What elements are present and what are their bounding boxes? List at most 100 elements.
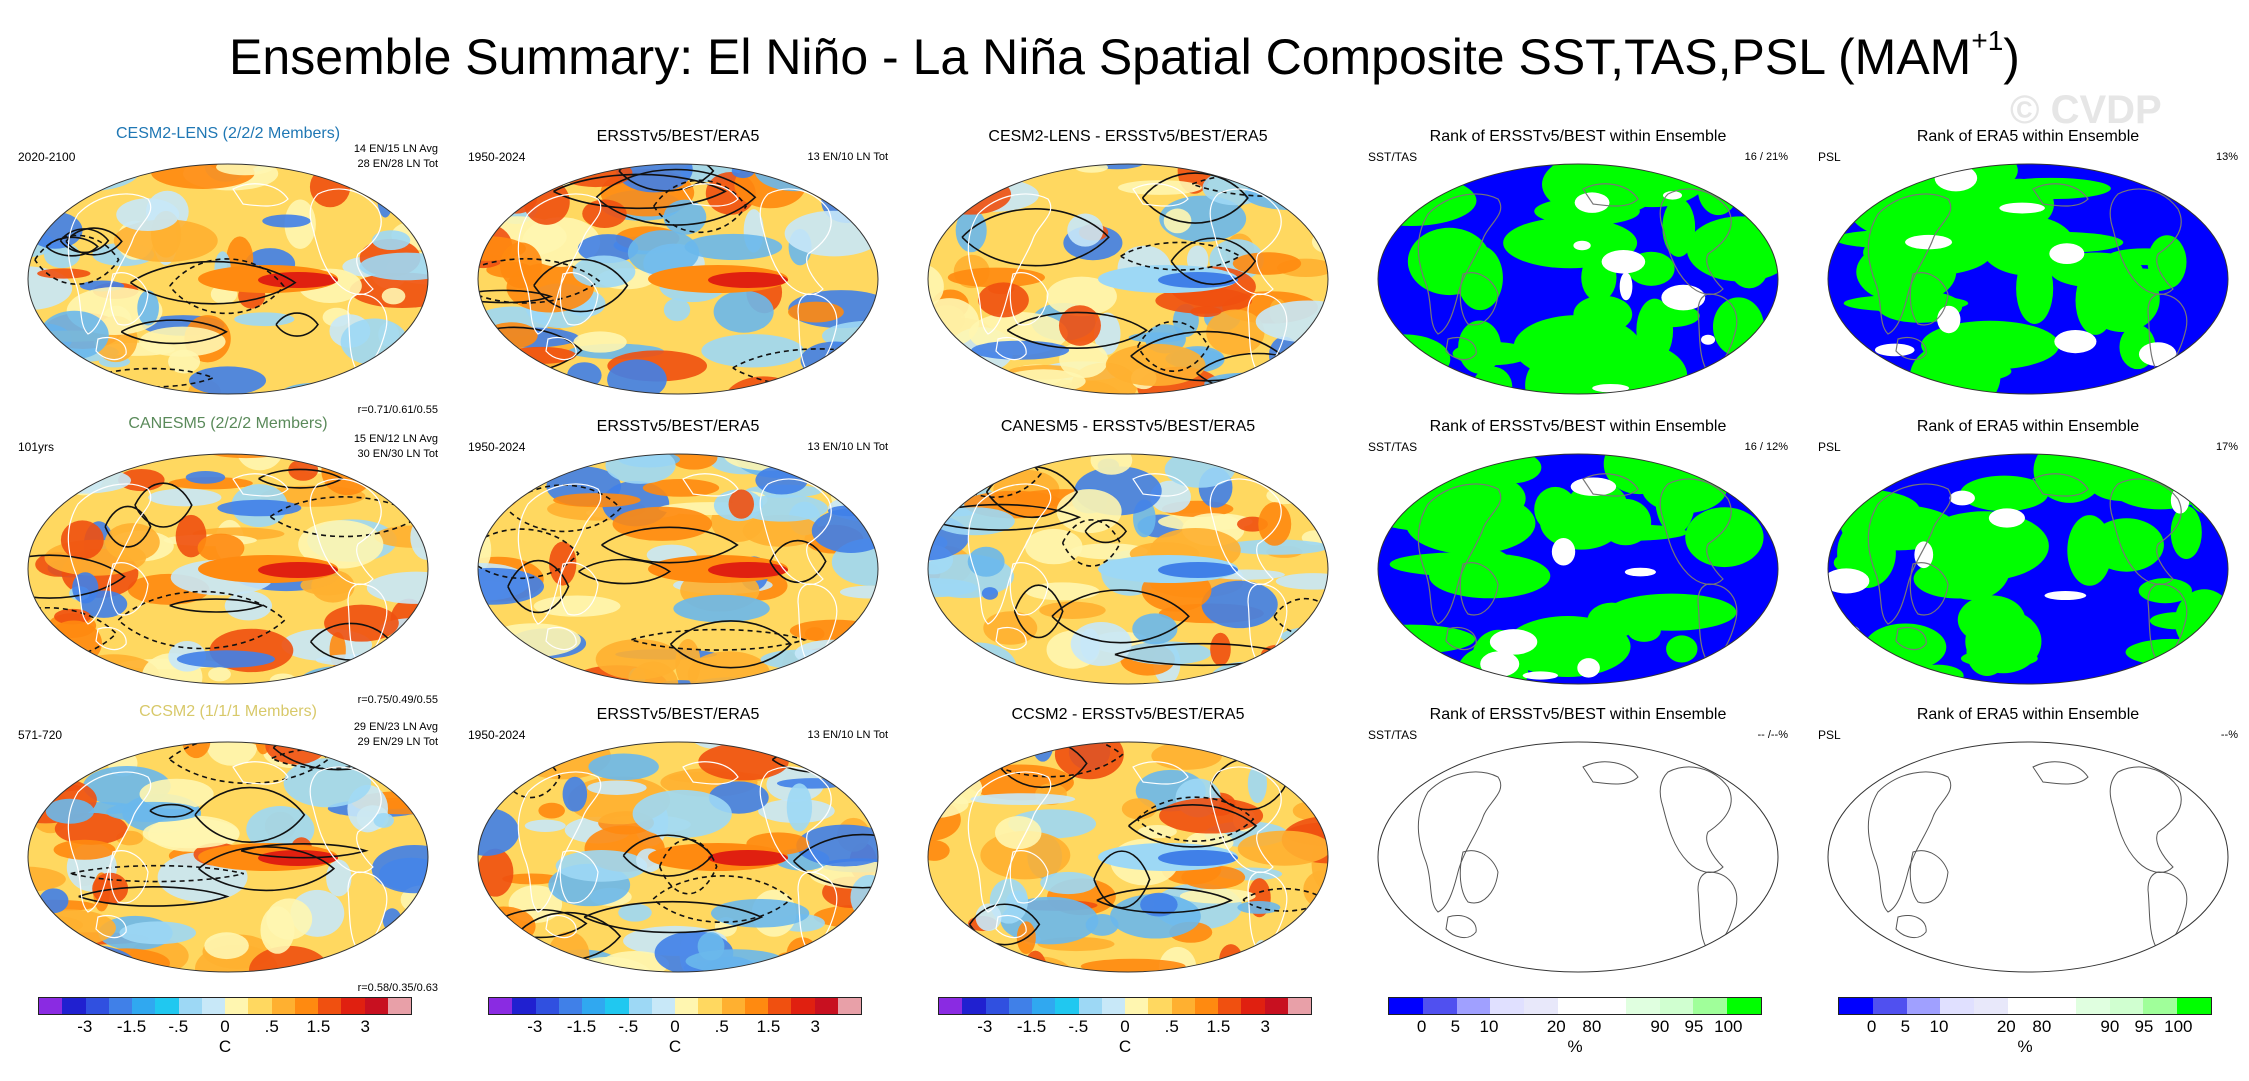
temp-colorbar-swatches bbox=[938, 997, 1312, 1015]
colorbar-swatch bbox=[1008, 998, 1032, 1014]
temp-colorbar-labels: -3 -1.5 -.5 0 .5 1.5 3 bbox=[938, 1015, 1312, 1036]
composite-map bbox=[927, 453, 1329, 685]
colorbar-swatch bbox=[1241, 998, 1265, 1014]
variable-label: PSL bbox=[1818, 150, 1841, 164]
temp-colorbar-labels: -3 -1.5 -.5 0 .5 1.5 3 bbox=[38, 1015, 412, 1036]
panel-title: CESM2-LENS - ERSSTv5/BEST/ERA5 bbox=[988, 128, 1268, 145]
temp-colorbar-1: -3 -1.5 -.5 0 .5 1.5 3 C bbox=[488, 997, 862, 1057]
panel-member-row-3: CCSM2 (1/1/1 Members) 571-720 29 EN/23 LN … bbox=[18, 703, 438, 994]
rank-map bbox=[1827, 453, 2229, 685]
variable-label: SST/TAS bbox=[1368, 440, 1418, 454]
rank-colorbar-labels: 0 5 10 20 80 90 95 100 bbox=[1838, 1015, 2212, 1036]
colorbar-tick-label: 3 bbox=[1260, 1017, 1270, 1036]
event-count-avg: 14 EN/15 LN Avg bbox=[353, 143, 438, 155]
rank-colorbar-1: 0 5 10 20 80 90 95 100% bbox=[1388, 997, 1762, 1057]
colorbar-tick-label: -1.5 bbox=[566, 1017, 597, 1036]
colorbar-swatch bbox=[39, 998, 63, 1014]
colorbar-swatch bbox=[1906, 998, 1941, 1014]
colorbar-tick-label: 100 bbox=[2164, 1017, 2193, 1036]
map-container bbox=[18, 444, 438, 694]
colorbar-swatch bbox=[1591, 998, 1626, 1014]
colorbar-swatch bbox=[1422, 998, 1457, 1014]
colorbar-tick-label: 20 bbox=[1546, 1017, 1566, 1036]
colorbar-tick-label: 1.5 bbox=[1206, 1017, 1231, 1036]
rank-percent: -- /--% bbox=[1757, 729, 1788, 741]
event-count-avg: 15 EN/12 LN Avg bbox=[353, 433, 438, 445]
colorbar-tick-label: -1.5 bbox=[116, 1017, 147, 1036]
rank-map bbox=[1377, 163, 1779, 395]
page-title: Ensemble Summary: El Niño - La Niña Spat… bbox=[229, 25, 2020, 85]
colorbar-swatch bbox=[364, 998, 388, 1014]
colorbar-swatch bbox=[155, 998, 179, 1014]
colorbar-swatch bbox=[271, 998, 295, 1014]
panel-rank2-row-3: Rank of ERA5 within Ensemble PSL --% bbox=[1818, 706, 2238, 994]
colorbar-swatch bbox=[535, 998, 559, 1014]
colorbar-tick-label: 90 bbox=[2100, 1017, 2120, 1036]
panel-title: Rank of ERA5 within Ensemble bbox=[1916, 706, 2140, 723]
colorbar-tick-label: 100 bbox=[1714, 1017, 1743, 1036]
panel-rank1-row-3: Rank of ERSSTv5/BEST within Ensemble SST/… bbox=[1368, 706, 1788, 994]
composite-map bbox=[27, 741, 429, 973]
rank-percent: 16 / 12% bbox=[1744, 441, 1788, 453]
rank-map bbox=[1827, 163, 2229, 395]
colorbar-tick-label: 1.5 bbox=[756, 1017, 781, 1036]
colorbar-swatch bbox=[1032, 998, 1056, 1014]
panel-title: CESM2-LENS (2/2/2 Members) bbox=[115, 125, 341, 142]
event-counts: 15 EN/12 LN Avg 30 EN/30 LN Tot bbox=[354, 432, 438, 462]
rank-percent: 17% bbox=[2215, 441, 2238, 453]
colorbar-swatch bbox=[1490, 998, 1525, 1014]
colorbar-tick-label: 0 bbox=[1866, 1017, 1877, 1036]
colorbar-swatch bbox=[1171, 998, 1195, 1014]
colorbar-tick-label: 5 bbox=[1450, 1017, 1461, 1036]
colorbar-tick-label: 3 bbox=[360, 1017, 370, 1036]
colorbar-swatch bbox=[1974, 998, 2009, 1014]
map-container bbox=[1818, 732, 2238, 982]
colorbar-tick-label: -3 bbox=[977, 1017, 993, 1036]
map-container bbox=[1368, 154, 1788, 404]
colorbar-tick-label: -.5 bbox=[618, 1017, 639, 1036]
colorbar-swatch bbox=[2075, 998, 2110, 1014]
period-label: 101yrs bbox=[18, 440, 55, 454]
panel-obs-row-3: ERSSTv5/BEST/ERA5 1950-2024 13 EN/10 LN To… bbox=[468, 706, 888, 994]
colorbar-tick-label: 95 bbox=[1684, 1017, 1704, 1036]
panel-obs-row-1: ERSSTv5/BEST/ERA5 1950-2024 13 EN/10 LN To… bbox=[468, 128, 888, 416]
rank-colorbar-swatches bbox=[1838, 997, 2212, 1015]
period-label: 1950-2024 bbox=[468, 440, 526, 454]
colorbar-swatch bbox=[387, 998, 411, 1014]
colorbar-swatch bbox=[341, 998, 365, 1014]
colorbar-swatch bbox=[558, 998, 582, 1014]
rank-percent: 13% bbox=[2215, 151, 2238, 163]
rank-colorbar-swatches bbox=[1388, 997, 1762, 1015]
panel-title: Rank of ERA5 within Ensemble bbox=[1916, 128, 2140, 145]
colorbar-swatch bbox=[62, 998, 86, 1014]
panel-rank2-row-1: Rank of ERA5 within Ensemble PSL 13% bbox=[1818, 128, 2238, 416]
panel-member-row-1: CESM2-LENS (2/2/2 Members) 2020-2100 14 EN… bbox=[18, 125, 438, 416]
temp-colorbar-2: -3 -1.5 -.5 0 .5 1.5 3 C bbox=[938, 997, 1312, 1057]
period-label: 571-720 bbox=[18, 728, 63, 742]
colorbar-tick-label: 0 bbox=[1416, 1017, 1427, 1036]
rank-map bbox=[1377, 741, 1779, 973]
rank-map bbox=[1377, 453, 1779, 685]
panel-rank1-row-1: Rank of ERSSTv5/BEST within Ensemble SST/… bbox=[1368, 128, 1788, 416]
colorbar-tick-label: 0 bbox=[220, 1017, 230, 1036]
map-container bbox=[1368, 444, 1788, 694]
watermark: © CVDP bbox=[2010, 88, 2162, 132]
colorbar-tick-label: 5 bbox=[1900, 1017, 1911, 1036]
colorbar-swatch bbox=[1625, 998, 1660, 1014]
colorbar-swatch bbox=[512, 998, 536, 1014]
colorbar-swatch bbox=[582, 998, 606, 1014]
event-counts: 14 EN/15 LN Avg 28 EN/28 LN Tot bbox=[354, 142, 438, 172]
colorbar-swatch bbox=[225, 998, 249, 1014]
colorbar-swatch bbox=[1218, 998, 1242, 1014]
colorbar-swatch bbox=[489, 998, 513, 1014]
colorbar-swatch bbox=[294, 998, 318, 1014]
colorbar-swatch bbox=[178, 998, 202, 1014]
colorbar-swatch bbox=[814, 998, 838, 1014]
rank-colorbar-unit: % bbox=[2017, 1037, 2033, 1056]
panel-title: Rank of ERSSTv5/BEST within Ensemble bbox=[1429, 706, 1727, 723]
map-container bbox=[918, 732, 1338, 982]
panel-rank1-row-2: Rank of ERSSTv5/BEST within Ensemble SST/… bbox=[1368, 418, 1788, 706]
composite-map bbox=[27, 453, 429, 685]
temp-colorbar-swatches bbox=[38, 997, 412, 1015]
temp-colorbar-unit: C bbox=[668, 1037, 682, 1056]
